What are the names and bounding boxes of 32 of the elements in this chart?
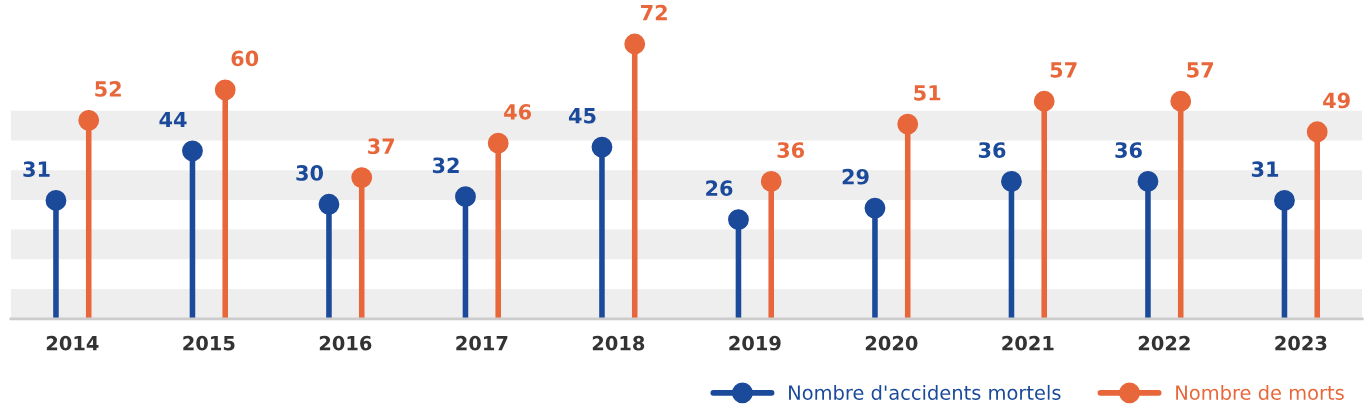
- data-label: 51: [914, 85, 941, 101]
- x-tick-label: 2023: [1275, 335, 1327, 351]
- legend-label: Nombre de morts: [1176, 384, 1344, 400]
- data-label: 57: [1050, 62, 1077, 78]
- data-label: 31: [1251, 161, 1279, 177]
- x-tick-label: 2020: [865, 335, 918, 351]
- x-tick-label: 2015: [183, 335, 235, 351]
- data-label: 30: [296, 165, 324, 181]
- x-tick-label: 2017: [456, 335, 508, 351]
- data-label: 36: [978, 142, 1006, 158]
- data-label: 44: [159, 111, 187, 128]
- x-tick-label: 2019: [729, 335, 781, 351]
- x-tick-label: 2022: [1138, 335, 1190, 351]
- x-tick-label: 2014: [46, 335, 99, 351]
- data-label: 52: [95, 81, 121, 97]
- data-label: 37: [368, 138, 395, 155]
- data-label: 60: [231, 50, 259, 67]
- data-label: 26: [706, 180, 733, 197]
- data-label: 46: [504, 104, 532, 120]
- data-label: 57: [1187, 62, 1214, 78]
- x-tick-label: 2018: [592, 335, 645, 351]
- legend-label: Nombre d'accidents mortels: [789, 384, 1061, 400]
- x-tick-label: 2021: [1002, 335, 1054, 351]
- data-label: 36: [1115, 142, 1142, 158]
- data-label: 31: [23, 161, 50, 177]
- data-label: 36: [777, 142, 805, 158]
- data-label: 72: [641, 4, 667, 21]
- data-label: 45: [568, 108, 596, 124]
- data-label: 49: [1323, 92, 1350, 109]
- data-label: 29: [842, 168, 869, 185]
- data-label: 32: [432, 157, 459, 174]
- x-tick-label: 2016: [319, 335, 372, 351]
